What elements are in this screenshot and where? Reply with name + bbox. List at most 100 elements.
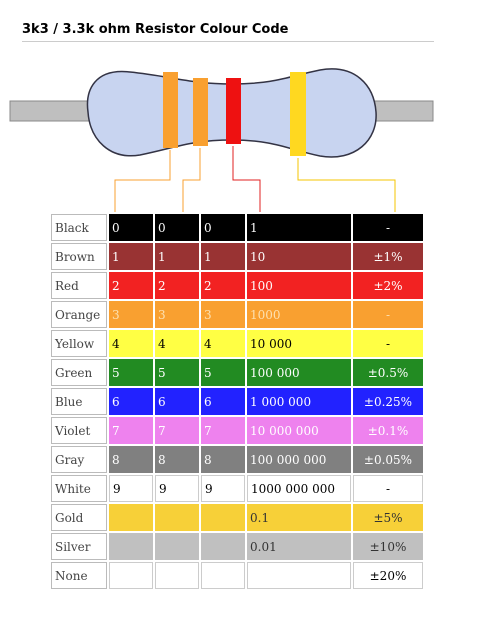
cell bbox=[201, 533, 245, 560]
band bbox=[193, 78, 208, 146]
cell: 5 bbox=[109, 359, 153, 386]
cell bbox=[109, 562, 153, 589]
colour-name: Violet bbox=[51, 417, 107, 444]
colour-name: Gold bbox=[51, 504, 107, 531]
cell: 8 bbox=[155, 446, 199, 473]
cell: 0 bbox=[109, 214, 153, 241]
cell: - bbox=[353, 301, 423, 328]
row: Black 0 0 0 1- bbox=[51, 214, 423, 241]
cell: 3 bbox=[155, 301, 199, 328]
cell: ±10% bbox=[353, 533, 423, 560]
cell: ±0.5% bbox=[353, 359, 423, 386]
colour-name: Green bbox=[51, 359, 107, 386]
cell: ±1% bbox=[353, 243, 423, 270]
row: Red 2 2 2 100 ±2% bbox=[51, 272, 423, 299]
cell: 1 bbox=[155, 243, 199, 270]
cell bbox=[201, 562, 245, 589]
resistor-diagram bbox=[9, 68, 434, 212]
cell: 6 bbox=[201, 388, 245, 415]
band bbox=[163, 72, 178, 148]
row: Gray 8 8 8 100 000 000 ±0.05% bbox=[51, 446, 423, 473]
cell: 6 bbox=[155, 388, 199, 415]
cell: 0.1 bbox=[247, 504, 351, 531]
cell: 7 bbox=[155, 417, 199, 444]
colour-name: Gray bbox=[51, 446, 107, 473]
cell: - bbox=[353, 475, 423, 502]
cell: 0 bbox=[201, 214, 245, 241]
cell: 3 bbox=[201, 301, 245, 328]
cell: ±2% bbox=[353, 272, 423, 299]
colour-name: Orange bbox=[51, 301, 107, 328]
cell: 10 000 000 bbox=[247, 417, 351, 444]
title: 3k3 / 3.3k ohm Resistor Colour Code bbox=[22, 22, 434, 42]
cell: 1 bbox=[247, 214, 351, 241]
cell: - bbox=[353, 214, 423, 241]
cell: 1 bbox=[109, 243, 153, 270]
cell: 2 bbox=[155, 272, 199, 299]
row: None ±20% bbox=[51, 562, 423, 589]
cell: 7 bbox=[109, 417, 153, 444]
connector bbox=[232, 146, 261, 212]
cell: 5 bbox=[155, 359, 199, 386]
cell: 9 bbox=[155, 475, 199, 502]
cell: ±0.25% bbox=[353, 388, 423, 415]
cell bbox=[201, 504, 245, 531]
cell: 4 bbox=[201, 330, 245, 357]
cell: 5 bbox=[201, 359, 245, 386]
row: Gold 0.1 ±5% bbox=[51, 504, 423, 531]
colour-name: Black bbox=[51, 214, 107, 241]
cell: 8 bbox=[201, 446, 245, 473]
connector bbox=[297, 158, 396, 212]
cell: 2 bbox=[109, 272, 153, 299]
cell bbox=[109, 504, 153, 531]
cell: ±0.1% bbox=[353, 417, 423, 444]
cell: 100 bbox=[247, 272, 351, 299]
colour-name: Yellow bbox=[51, 330, 107, 357]
colour-name: Brown bbox=[51, 243, 107, 270]
cell: 3 bbox=[109, 301, 153, 328]
colour-table: Black 0 0 0 1- Brown 1 1 1 10 ±1% Red 2 2 2 100 ±2% Orang… bbox=[49, 212, 425, 591]
cell: - bbox=[353, 330, 423, 357]
cell: ±20% bbox=[353, 562, 423, 589]
colour-name: Blue bbox=[51, 388, 107, 415]
row: Brown 1 1 1 10 ±1% bbox=[51, 243, 423, 270]
row: Silver 0.01 ±10% bbox=[51, 533, 423, 560]
band bbox=[226, 78, 241, 144]
row: Yellow 4 4 4 10 000- bbox=[51, 330, 423, 357]
cell: 1000 000 000 bbox=[247, 475, 351, 502]
lead bbox=[367, 100, 434, 122]
cell: 100 000 000 bbox=[247, 446, 351, 473]
cell bbox=[109, 533, 153, 560]
cell: 1 000 000 bbox=[247, 388, 351, 415]
colour-name: White bbox=[51, 475, 107, 502]
colour-name: Silver bbox=[51, 533, 107, 560]
row: Blue 6 6 6 1 000 000 ±0.25% bbox=[51, 388, 423, 415]
row: Violet 7 7 7 10 000 000 ±0.1% bbox=[51, 417, 423, 444]
cell: 8 bbox=[109, 446, 153, 473]
cell: 0.01 bbox=[247, 533, 351, 560]
cell: 10 000 bbox=[247, 330, 351, 357]
colour-name: Red bbox=[51, 272, 107, 299]
row: Orange 3 3 3 1000- bbox=[51, 301, 423, 328]
cell bbox=[247, 562, 351, 589]
cell bbox=[155, 504, 199, 531]
cell: 10 bbox=[247, 243, 351, 270]
cell: 7 bbox=[201, 417, 245, 444]
cell bbox=[155, 562, 199, 589]
connector bbox=[114, 150, 171, 212]
cell: 6 bbox=[109, 388, 153, 415]
cell: 4 bbox=[109, 330, 153, 357]
connector bbox=[182, 148, 201, 212]
lead bbox=[9, 100, 96, 122]
cell: 9 bbox=[109, 475, 153, 502]
cell bbox=[155, 533, 199, 560]
cell: 1 bbox=[201, 243, 245, 270]
cell: 2 bbox=[201, 272, 245, 299]
band bbox=[290, 72, 306, 156]
cell: 100 000 bbox=[247, 359, 351, 386]
cell: ±0.05% bbox=[353, 446, 423, 473]
row: White 9 9 9 1000 000 000- bbox=[51, 475, 423, 502]
cell: 0 bbox=[155, 214, 199, 241]
cell: ±5% bbox=[353, 504, 423, 531]
